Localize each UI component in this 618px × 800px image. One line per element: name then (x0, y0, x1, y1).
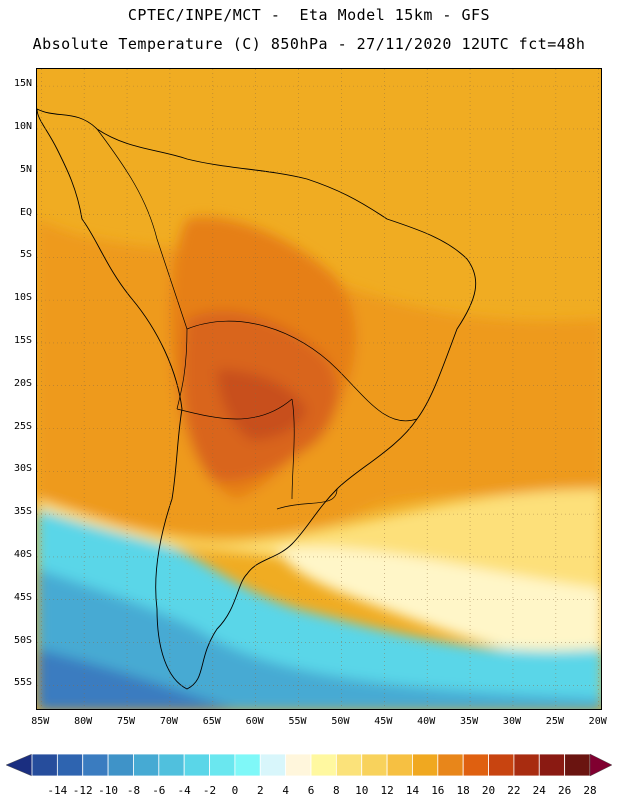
latitude-label: EQ (19, 206, 32, 218)
colorbar-swatch (386, 753, 413, 777)
longitude-label: 75W (117, 716, 136, 727)
colorbar-label: -6 (152, 784, 166, 797)
longitude-label: 65W (202, 716, 221, 727)
longitude-label: 85W (31, 716, 50, 727)
longitude-label: 60W (245, 716, 264, 727)
colorbar-swatch (107, 753, 134, 777)
longitude-label: 20W (588, 716, 607, 727)
latitude-label: 30S (13, 463, 32, 475)
colorbar-swatch (437, 753, 464, 777)
longitude-label: 70W (159, 716, 178, 727)
longitude-label: 35W (460, 716, 479, 727)
latitude-label: 15N (13, 78, 32, 90)
colorbar-label: 0 (231, 784, 239, 797)
colorbar-label: 20 (481, 784, 496, 797)
colorbar-swatch (538, 753, 566, 777)
latitude-label: 20S (13, 377, 32, 389)
latitude-label: 5N (19, 163, 32, 175)
latitude-label: 35S (13, 506, 32, 518)
colorbar-swatch (462, 753, 489, 777)
latitude-label: 55S (13, 677, 32, 689)
colorbar-swatch (234, 753, 261, 777)
colorbar (5, 753, 613, 777)
latitude-label: 15S (13, 334, 32, 346)
colorbar-swatch (82, 753, 109, 777)
longitude-label: 55W (288, 716, 307, 727)
colorbar-label: 16 (431, 784, 445, 797)
colorbar-swatch (133, 753, 160, 777)
colorbar-label: -14 (47, 784, 68, 797)
colorbar-label: -8 (126, 784, 141, 797)
colorbar-label: -4 (177, 784, 191, 797)
colorbar-swatch (158, 753, 185, 777)
colorbar-swatch (285, 753, 312, 777)
latitude-label: 40S (13, 548, 32, 560)
coastline (37, 108, 477, 690)
colorbar-swatch (209, 753, 236, 777)
colorbar-label: -10 (98, 784, 119, 797)
colorbar-swatch (412, 753, 439, 777)
colorbar-label: 26 (558, 784, 572, 797)
colorbar-low-arrow (5, 753, 33, 777)
colorbar-swatch (31, 753, 58, 777)
colorbar-label: -2 (202, 784, 217, 797)
country-borders (96, 128, 418, 510)
temperature-map (36, 68, 602, 710)
colorbar-swatch (56, 753, 84, 777)
longitude-label: 45W (374, 716, 393, 727)
colorbar-swatch (259, 753, 287, 777)
colorbar-label: -12 (72, 784, 93, 797)
latitude-label: 50S (13, 634, 32, 646)
colorbar-label: 28 (583, 784, 597, 797)
colorbar-swatch (488, 753, 515, 777)
colorbar-label: 22 (507, 784, 521, 797)
colorbar-swatch (310, 753, 337, 777)
longitude-label: 80W (74, 716, 93, 727)
colorbar-swatch (183, 753, 210, 777)
colorbar-swatch (335, 753, 363, 777)
longitude-label: 50W (331, 716, 350, 727)
map-title: CPTEC/INPE/MCT - Eta Model 15km - GFS (127, 6, 491, 24)
latitude-label: 25S (13, 420, 32, 432)
latitude-label: 45S (13, 591, 32, 603)
colorbar-label: 2 (256, 784, 264, 797)
temperature-zones (37, 217, 601, 709)
colorbar-swatch (513, 753, 540, 777)
colorbar-swatch (361, 753, 388, 777)
map-canvas (37, 69, 601, 709)
colorbar-label: 24 (532, 784, 546, 797)
colorbar-high-arrow (589, 753, 613, 777)
longitude-label: 25W (545, 716, 564, 727)
colorbar-label: 6 (307, 784, 315, 797)
colorbar-label: 8 (333, 784, 340, 797)
latitude-label: 10S (13, 292, 32, 304)
latitude-label: 5S (19, 249, 32, 261)
map-subtitle: Absolute Temperature (C) 850hPa - 27/11/… (32, 35, 586, 53)
colorbar-label: 18 (456, 784, 470, 797)
colorbar-label: 14 (405, 784, 420, 797)
colorbar-label: 4 (282, 784, 289, 797)
colorbar-label: 10 (355, 784, 369, 797)
longitude-label: 30W (502, 716, 521, 727)
latitude-label: 10N (13, 120, 32, 132)
colorbar-swatch (564, 753, 591, 777)
longitude-label: 40W (417, 716, 436, 727)
colorbar-label: 12 (380, 784, 394, 797)
